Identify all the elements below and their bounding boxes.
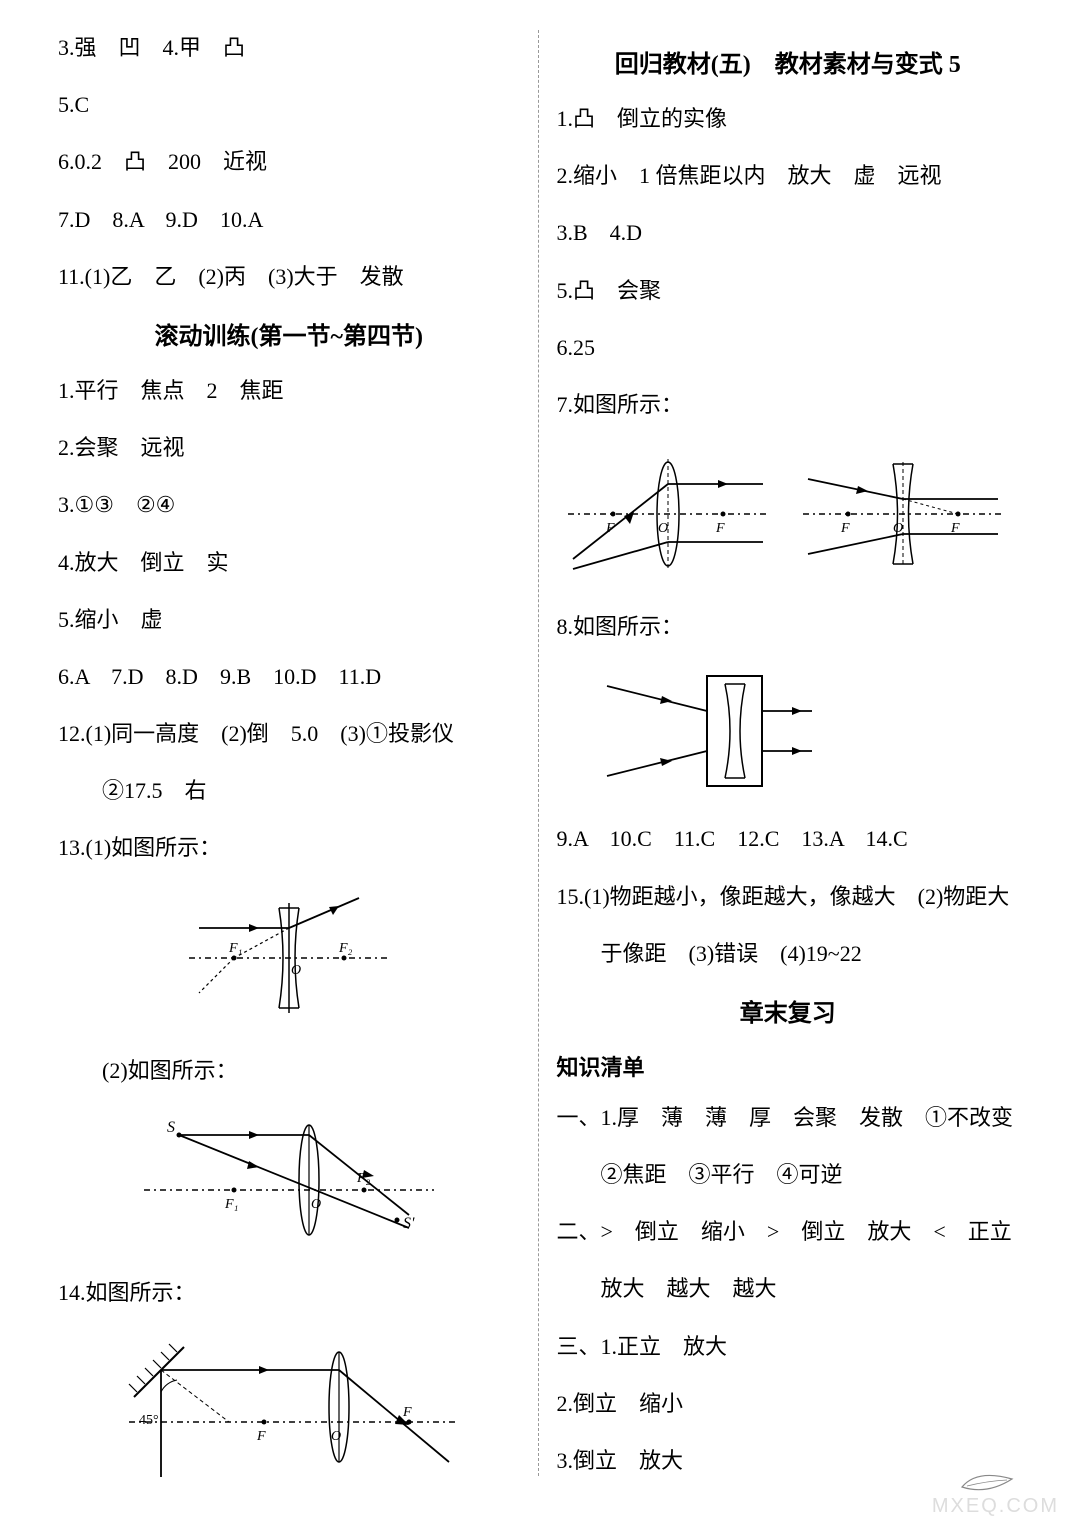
figure-8 <box>557 666 1020 801</box>
answer-line: 5.C <box>58 87 520 122</box>
answer-line: 于像距 (3)错误 (4)19~22 <box>557 936 1020 971</box>
answer-line: 6.A 7.D 8.D 9.B 10.D 11.D <box>58 659 520 694</box>
svg-text:S': S' <box>403 1215 415 1232</box>
answer-line: 9.A 10.C 11.C 12.C 13.A 14.C <box>557 821 1020 856</box>
answer-line: 3.倒立 放大 <box>557 1443 1020 1478</box>
page-root: 3.强 凹 4.甲 凸 5.C 6.0.2 凸 200 近视 7.D 8.A 9… <box>0 0 1077 1536</box>
answer-line: 15.(1)物距越小，像距越大，像越大 (2)物距大 <box>557 879 1020 914</box>
figure-7: F O F <box>557 444 1020 589</box>
answer-line: 7.如图所示： <box>557 387 1020 422</box>
svg-text:F: F <box>402 1405 412 1420</box>
section-heading: 滚动训练(第一节~第四节) <box>58 316 520 351</box>
answer-line: 二、> 倒立 缩小 > 倒立 放大 < 正立 <box>557 1214 1020 1249</box>
svg-text:F₁: F₁ <box>228 941 242 956</box>
answer-line: 4.放大 倒立 实 <box>58 545 520 580</box>
right-column: 回归教材(五) 教材素材与变式 5 1.凸 倒立的实像 2.缩小 1 倍焦距以内… <box>539 30 1038 1476</box>
svg-text:S: S <box>167 1119 175 1136</box>
answer-line: 14.如图所示： <box>58 1275 520 1310</box>
figure-13-1: F₁ F₂ O <box>58 888 520 1033</box>
svg-text:O: O <box>291 963 301 978</box>
answer-line: ②17.5 右 <box>58 773 520 808</box>
answer-line: ②焦距 ③平行 ④可逆 <box>557 1157 1020 1192</box>
svg-text:F: F <box>715 521 725 536</box>
answer-line: 三、1.正立 放大 <box>557 1329 1020 1364</box>
answer-line: (2)如图所示： <box>58 1053 520 1088</box>
section-heading: 章末复习 <box>557 993 1020 1028</box>
svg-text:45°: 45° <box>139 1413 159 1428</box>
sub-heading: 知识清单 <box>557 1050 1020 1082</box>
answer-line: 11.(1)乙 乙 (2)丙 (3)大于 发散 <box>58 259 520 294</box>
answer-line: 2.倒立 缩小 <box>557 1386 1020 1421</box>
answer-line: 3.①③ ②④ <box>58 487 520 522</box>
svg-text:F: F <box>605 521 615 536</box>
svg-text:O: O <box>331 1429 341 1444</box>
answer-line: 3.强 凹 4.甲 凸 <box>58 30 520 65</box>
left-column: 3.强 凹 4.甲 凸 5.C 6.0.2 凸 200 近视 7.D 8.A 9… <box>40 30 539 1476</box>
answer-line: 2.会聚 远视 <box>58 430 520 465</box>
answer-line: 放大 越大 越大 <box>557 1271 1020 1306</box>
answer-line: 2.缩小 1 倍焦距以内 放大 虚 远视 <box>557 158 1020 193</box>
answer-line: 1.平行 焦点 2 焦距 <box>58 373 520 408</box>
answer-line: 一、1.厚 薄 薄 厚 会聚 发散 ①不改变 <box>557 1100 1020 1135</box>
watermark-text: MXEQ.COM <box>932 1495 1059 1518</box>
section-heading: 回归教材(五) 教材素材与变式 5 <box>557 44 1020 79</box>
svg-text:F: F <box>840 521 850 536</box>
answer-line: 13.(1)如图所示： <box>58 830 520 865</box>
answer-line: 1.凸 倒立的实像 <box>557 101 1020 136</box>
svg-text:F: F <box>256 1429 266 1444</box>
answer-line: 7.D 8.A 9.D 10.A <box>58 202 520 237</box>
figure-13-2: S S' F₁ F₂ O <box>58 1110 520 1255</box>
svg-text:F₂: F₂ <box>338 941 353 956</box>
answer-line: 3.B 4.D <box>557 215 1020 250</box>
answer-line: 12.(1)同一高度 (2)倒 5.0 (3)①投影仪 <box>58 716 520 751</box>
answer-line: 5.缩小 虚 <box>58 602 520 637</box>
answer-line: 6.0.2 凸 200 近视 <box>58 144 520 179</box>
figure-14: 45° F F O <box>58 1332 520 1487</box>
answer-line: 5.凸 会聚 <box>557 273 1020 308</box>
svg-text:F₁: F₁ <box>224 1197 238 1212</box>
svg-text:O: O <box>311 1197 321 1212</box>
svg-text:O: O <box>658 521 668 536</box>
answer-line: 8.如图所示： <box>557 609 1020 644</box>
answer-line: 6.25 <box>557 330 1020 365</box>
